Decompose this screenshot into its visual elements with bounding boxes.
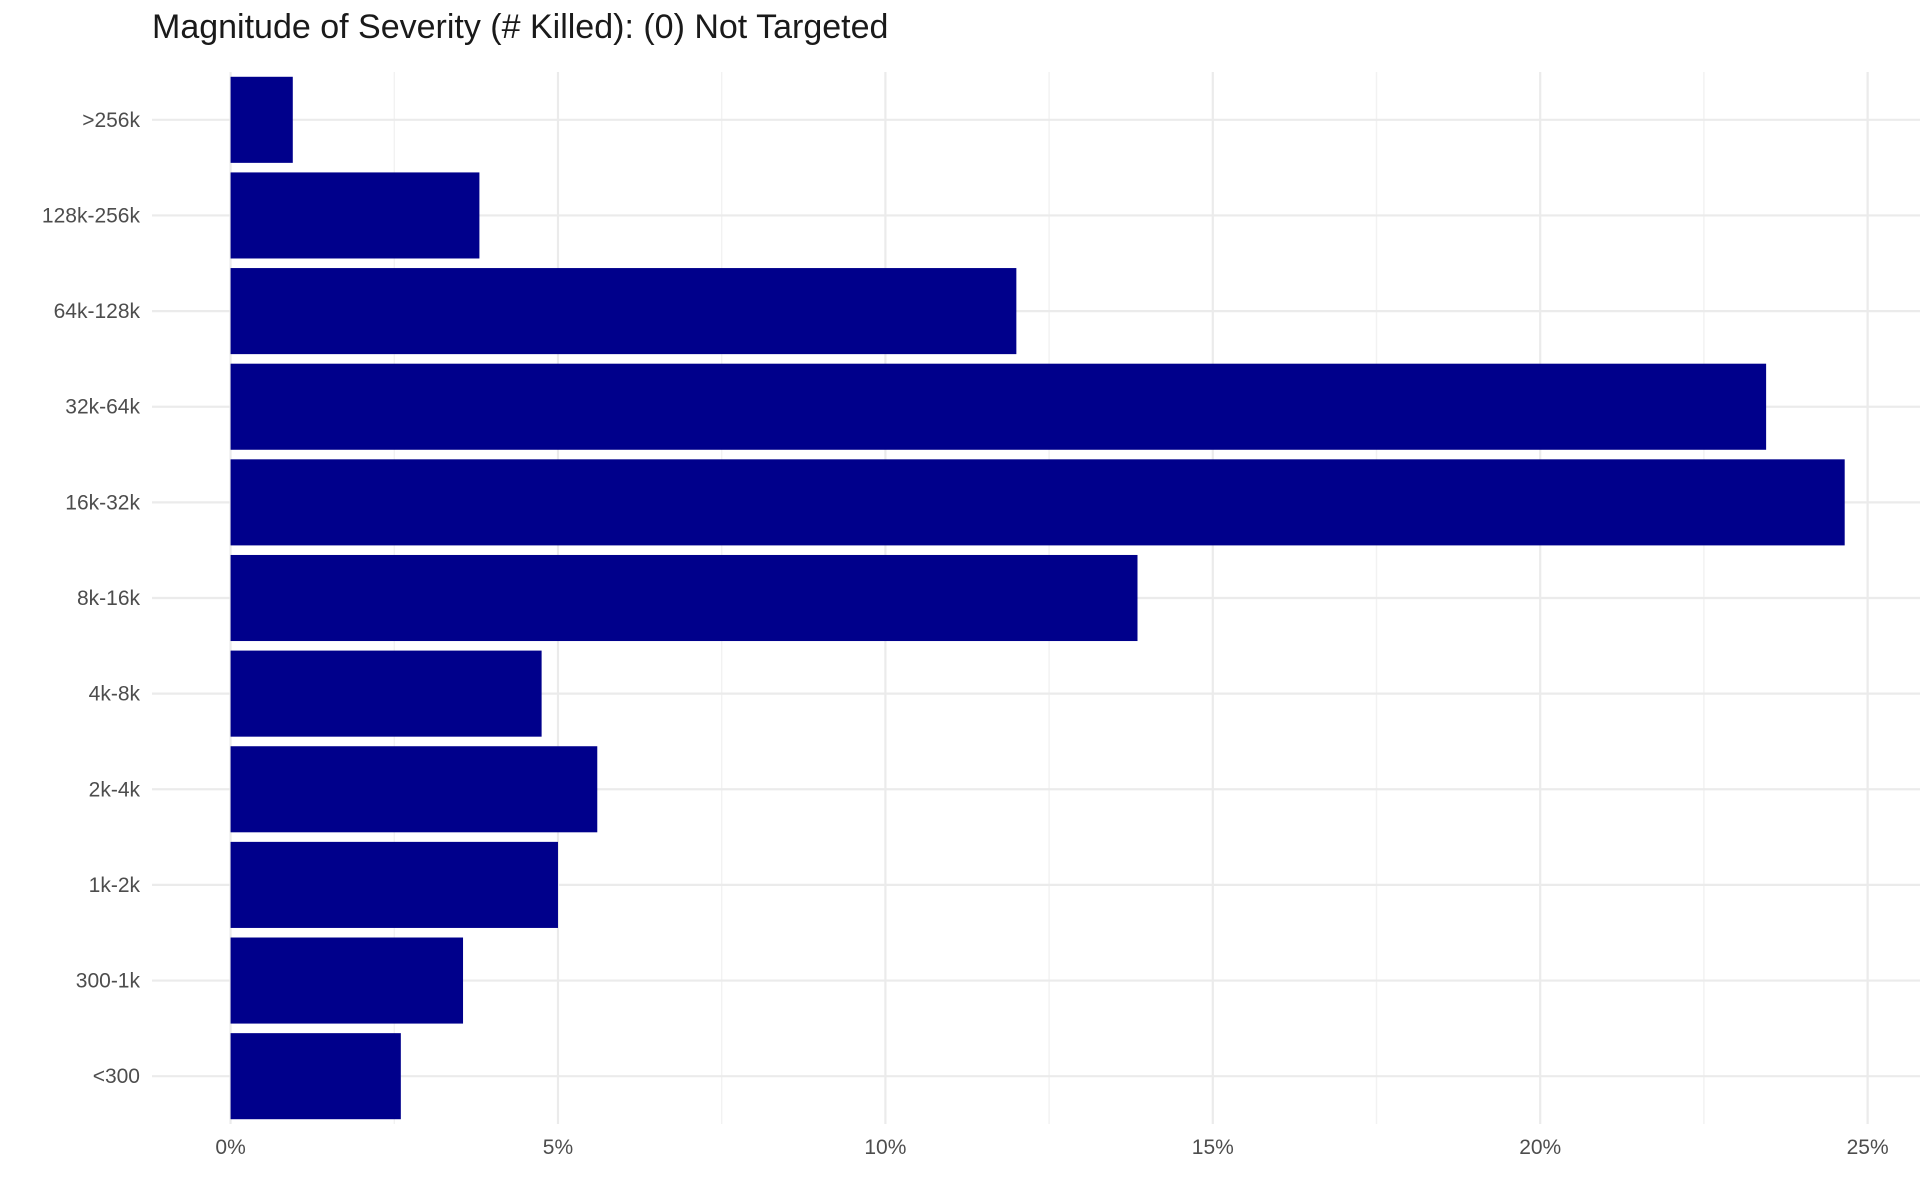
- y-tick-label: 128k-256k: [42, 204, 141, 227]
- bar->256k: [230, 76, 293, 163]
- x-tick-label: 25%: [1847, 1136, 1889, 1159]
- bar-4k-8k: [230, 650, 542, 737]
- y-tick-label: 32k-64k: [65, 396, 140, 419]
- bar-1k-2k: [230, 841, 558, 928]
- y-tick-label: 1k-2k: [89, 874, 141, 897]
- y-axis-tick-labels: <300 300-1k 1k-2k 2k-4k 4k-8k 8k-16k 16k-32k 32…: [42, 109, 141, 1088]
- x-tick-label: 0%: [215, 1136, 245, 1159]
- y-tick-label: 64k-128k: [54, 300, 141, 323]
- bar-300-1k: [230, 937, 464, 1024]
- x-axis-tick-labels: 0% 5% 10% 15% 20% 25%: [215, 1136, 1888, 1159]
- y-tick-label: 300-1k: [76, 970, 141, 993]
- bars: [230, 76, 1845, 1120]
- y-tick-label: >256k: [82, 109, 140, 132]
- x-tick-label: 5%: [543, 1136, 573, 1159]
- bar-8k-16k: [230, 554, 1138, 642]
- x-tick-label: 10%: [864, 1136, 906, 1159]
- y-tick-label: 2k-4k: [89, 778, 141, 801]
- bar-128k-256k: [230, 172, 480, 259]
- bar-32k-64k: [230, 363, 1767, 450]
- bar-<300: [230, 1033, 401, 1120]
- y-tick-label: 16k-32k: [65, 491, 140, 514]
- bar-2k-4k: [230, 746, 598, 833]
- bar-16k-32k: [230, 459, 1845, 546]
- x-tick-label: 15%: [1192, 1136, 1234, 1159]
- chart-title: Magnitude of Severity (# Killed): (0) No…: [152, 8, 889, 46]
- bar-64k-128k: [230, 268, 1017, 355]
- y-tick-label: <300: [93, 1065, 140, 1088]
- y-tick-label: 4k-8k: [89, 683, 141, 706]
- x-tick-label: 20%: [1519, 1136, 1561, 1159]
- y-tick-label: 8k-16k: [77, 587, 141, 610]
